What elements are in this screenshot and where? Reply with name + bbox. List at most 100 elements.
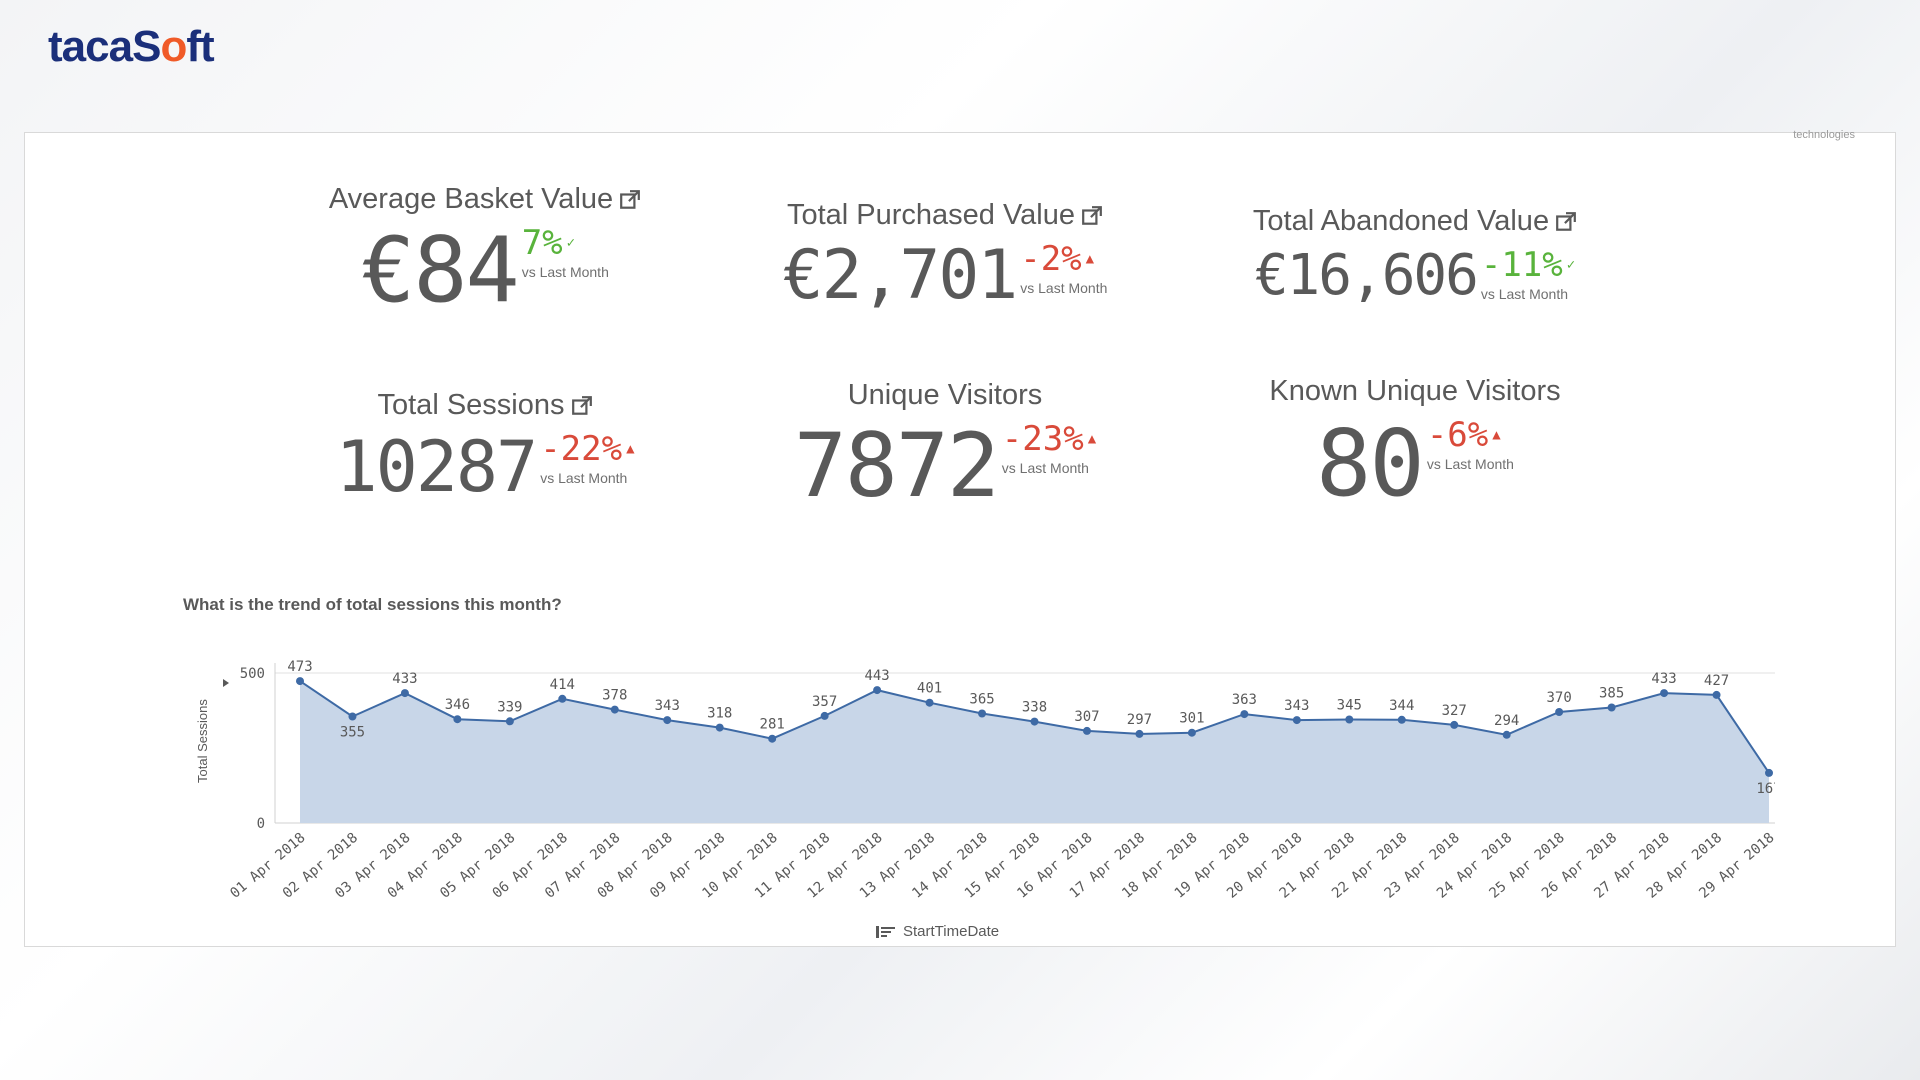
kpi-tile[interactable]: Total Sessions 10287 -22% ▲ vs Last Month [225,389,745,502]
data-point [348,712,357,721]
data-label: 427 [1704,673,1729,689]
data-label: 365 [969,692,994,708]
data-label: 370 [1547,690,1572,706]
data-point [1660,689,1669,698]
kpi-comparison-label: vs Last Month [1020,280,1108,296]
kpi-tile[interactable]: Unique Visitors 7872 -23% ▲ vs Last Month [685,379,1205,510]
y-axis-title: Total Sessions [195,699,210,783]
kpi-title: Total Sessions [378,389,593,422]
data-point [1292,716,1301,725]
data-point [768,734,777,743]
area-fill [300,681,1770,823]
data-point [1082,726,1091,735]
kpi-delta: 7% ✓ [521,223,576,263]
data-label: 297 [1127,712,1152,728]
data-label: 327 [1442,703,1467,719]
kpi-title: Known Unique Visitors [1269,375,1561,407]
data-label: 433 [1651,671,1676,687]
tacasoft-logo: tacaSoft [48,22,215,71]
data-point [978,709,987,718]
data-label: 345 [1337,698,1362,714]
data-label: 167 [1756,781,1775,797]
kpi-delta: -23% ▲ [1001,419,1097,459]
x-axis-title[interactable]: StartTimeDate [875,923,999,940]
data-label: 343 [1284,698,1309,714]
data-point [400,689,409,698]
data-label: 385 [1599,686,1624,702]
axis-toggle-icon [223,679,229,687]
data-point [715,723,724,732]
data-label: 363 [1232,692,1257,708]
data-label: 433 [392,671,417,687]
data-label: 281 [760,717,785,733]
data-point [820,711,829,720]
x-axis-label: StartTimeDate [903,923,1000,940]
data-label: 338 [1022,700,1047,716]
sessions-trend-chart[interactable]: 500 0 473 01 Apr 2018 355 02 Apr 2018 433 03 Ap… [175,633,1795,940]
data-label: 357 [812,694,837,710]
triangle-up-icon: ▲ [626,441,635,457]
kpi-comparison-label: vs Last Month [540,470,628,486]
data-point [453,715,462,724]
data-point [1502,730,1511,739]
checkmark-icon: ✓ [566,235,576,251]
data-label: 307 [1074,709,1099,725]
data-point [505,717,514,726]
data-label: 473 [287,659,312,675]
kpi-tile[interactable]: Known Unique Visitors 80 -6% ▲ vs Last Month [1155,375,1675,510]
kpi-comparison-label: vs Last Month [1001,460,1089,476]
kpi-tile[interactable]: Average Basket Value €84 7% ✓ vs Last Month [225,183,745,316]
external-link-icon[interactable] [1081,205,1103,227]
kpi-tile[interactable]: Total Abandoned Value €16,606 -11% ✓ vs Last… [1155,205,1675,304]
y-tick-label: 0 [257,816,265,832]
data-point [1135,729,1144,738]
data-label: 301 [1179,711,1204,727]
kpi-delta: -6% ▲ [1426,415,1501,455]
data-point [1712,690,1721,699]
kpi-tile[interactable]: Total Purchased Value €2,701 -2% ▲ vs Last M… [685,199,1205,310]
kpi-title: Total Abandoned Value [1253,205,1577,238]
kpi-comparison-label: vs Last Month [1480,286,1568,302]
data-point [1240,710,1249,719]
data-point [1030,717,1039,726]
kpi-value: €16,606 [1254,243,1479,308]
data-point [1607,703,1616,712]
data-point [558,694,567,703]
kpi-value: €2,701 [782,236,1019,315]
data-label: 401 [917,681,942,697]
data-point [873,686,882,695]
data-label: 318 [707,706,732,722]
y-tick-label: 500 [240,666,265,682]
kpi-title: Unique Visitors [847,379,1043,411]
triangle-up-icon: ▲ [1085,251,1095,267]
data-point [1765,768,1774,777]
external-link-icon[interactable] [571,395,593,417]
data-point [663,716,672,725]
kpi-delta: -2% ▲ [1020,239,1095,279]
kpi-title: Average Basket Value [329,183,641,216]
kpi-comparison-label: vs Last Month [1426,456,1514,472]
data-point [1345,715,1354,724]
data-label: 344 [1389,698,1414,714]
data-point [1450,720,1459,729]
kpi-value: 10287 [335,426,538,508]
dashboard-panel: technologies Average Basket Value €84 7% ✓ v… [24,129,1896,947]
kpi-delta: -22% ▲ [540,429,635,469]
chart-title: What is the trend of total sessions this… [183,595,562,614]
kpi-value: €84 [361,218,520,323]
watermark-text: technologies [1793,129,1855,141]
data-label: 378 [602,688,627,704]
data-point [1555,708,1564,716]
external-link-icon[interactable] [1555,211,1577,233]
triangle-up-icon: ▲ [1492,427,1501,443]
kpi-title: Total Purchased Value [787,199,1103,232]
kpi-value: 80 [1316,410,1425,517]
kpi-comparison-label: vs Last Month [521,264,609,280]
data-label: 355 [340,725,365,741]
data-point [1397,715,1406,724]
checkmark-icon: ✓ [1566,257,1576,273]
external-link-icon[interactable] [619,189,641,211]
data-label: 343 [655,698,680,714]
data-label: 346 [445,697,470,713]
